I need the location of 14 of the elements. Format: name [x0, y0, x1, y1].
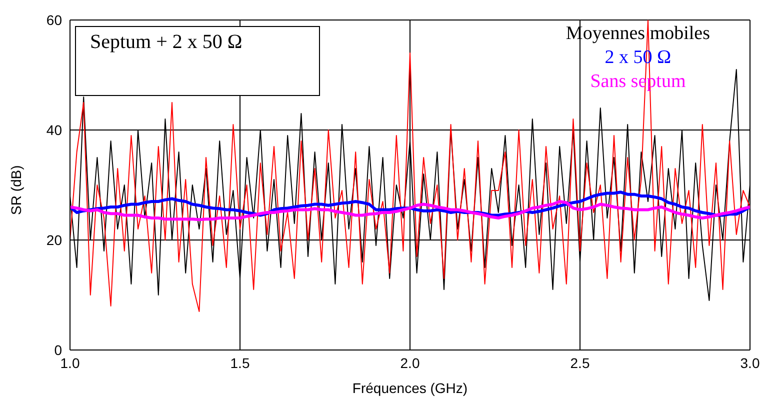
y-tick-label: 0	[54, 342, 62, 358]
line-series	[70, 200, 750, 222]
y-axis-title: SR (dB)	[8, 165, 24, 215]
x-tick-label: 2.5	[570, 354, 590, 371]
text-box: Septum + 2 x 50 Ω	[75, 26, 320, 96]
line-series	[70, 20, 750, 312]
x-tick-label: 1.0	[60, 354, 80, 371]
x-tick-label: 2.0	[400, 354, 420, 371]
y-tick-label: 60	[46, 12, 62, 28]
y-tick-label: 40	[46, 122, 62, 138]
x-axis-title: Fréquences (GHz)	[352, 380, 468, 396]
x-tick-label: 3.0	[740, 354, 760, 371]
x-tick-label: 1.5	[230, 354, 250, 371]
y-tick-label: 20	[46, 232, 62, 248]
